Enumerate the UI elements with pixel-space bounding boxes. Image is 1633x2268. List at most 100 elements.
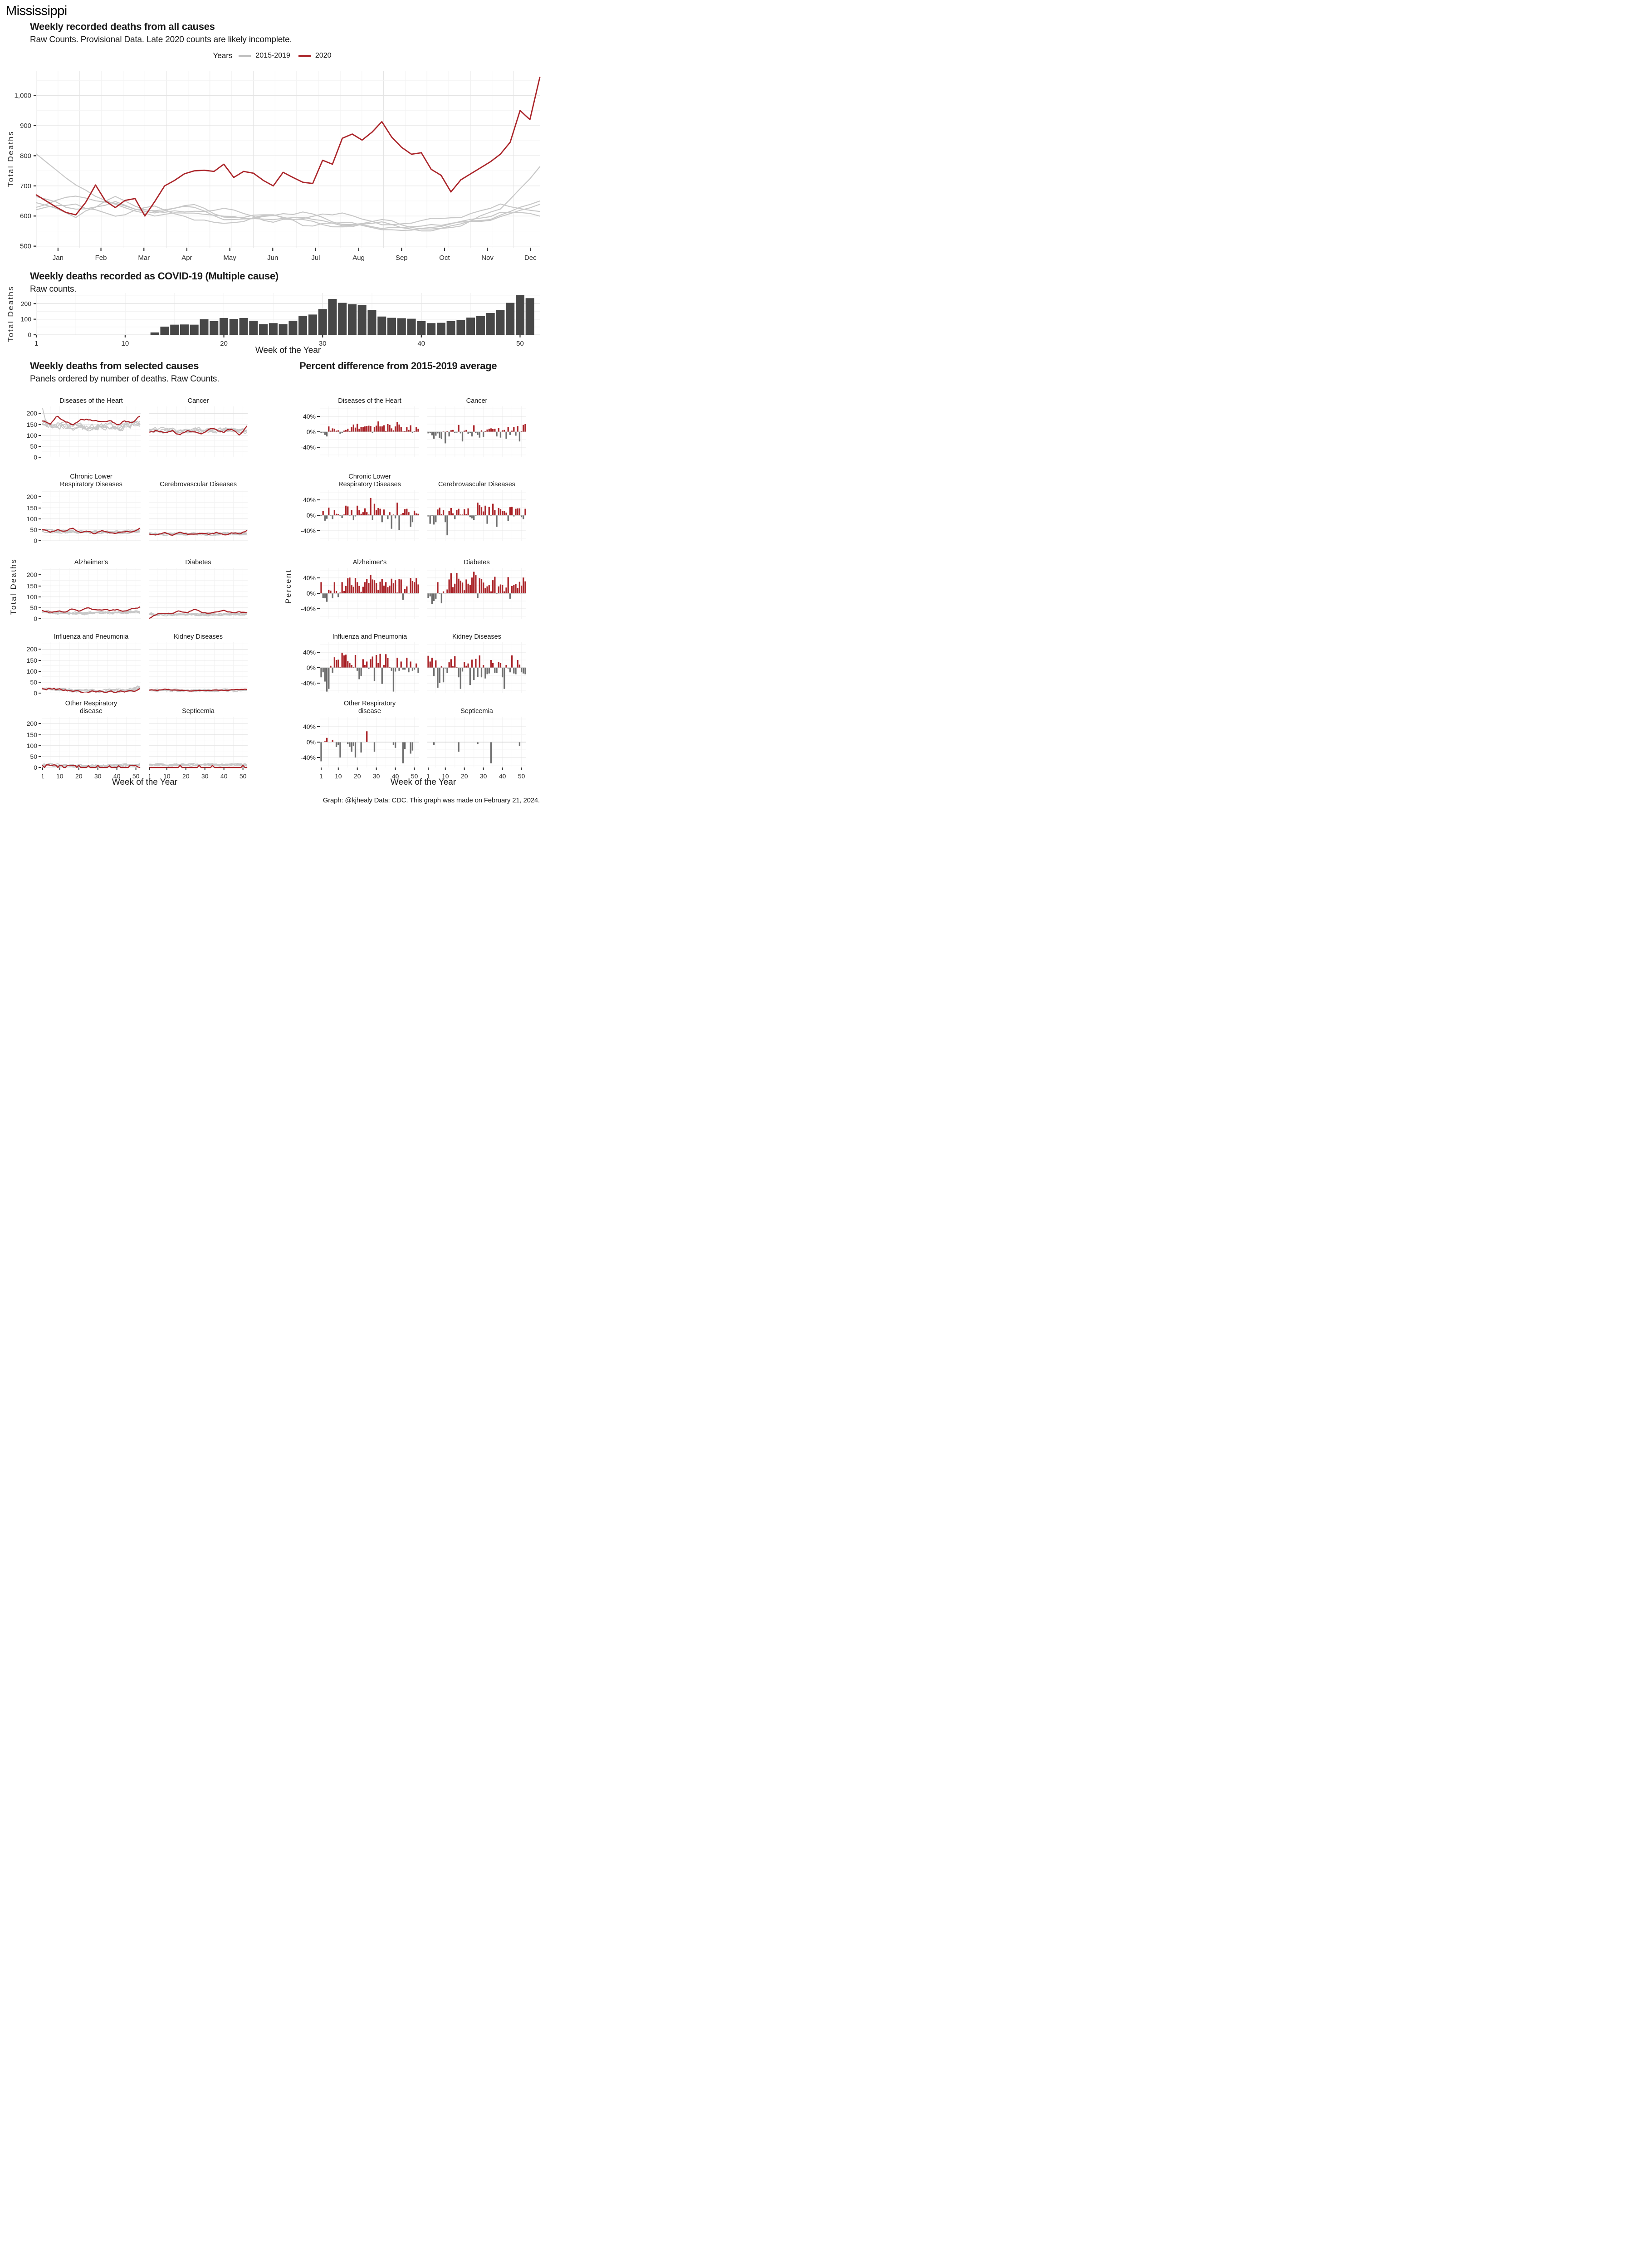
svg-text:Nov: Nov <box>481 254 494 262</box>
count-ytick-mark <box>39 445 41 447</box>
footer-credit: Graph: @kjhealy Data: CDC. This graph wa… <box>323 797 540 804</box>
count-ytick-mark <box>39 607 41 608</box>
count-ytick-label: 0 <box>34 689 37 697</box>
all-causes-title: Weekly recorded deaths from all causes <box>30 21 215 32</box>
pct-panel-title: Diabetes <box>464 558 490 566</box>
pct-panel-10: 1 10 20 30 40 50 <box>427 717 526 783</box>
svg-text:40: 40 <box>417 340 425 347</box>
svg-text:10: 10 <box>122 340 129 347</box>
panel-title: Diseases of the Heart <box>59 397 123 405</box>
pct-panel-1 <box>320 406 419 457</box>
covid-title: Weekly deaths recorded as COVID-19 (Mult… <box>30 270 279 282</box>
count-ytick-mark <box>39 518 41 519</box>
line-panel-6 <box>149 568 248 619</box>
pct-panel-7 <box>320 642 419 693</box>
pct-ytick-mark <box>317 608 320 609</box>
svg-text:10: 10 <box>163 772 171 780</box>
svg-text:1: 1 <box>34 340 38 347</box>
svg-text:30: 30 <box>201 772 209 780</box>
count-ytick-label: 50 <box>30 753 37 760</box>
count-ytick-mark <box>39 618 41 619</box>
svg-text:700: 700 <box>20 182 31 190</box>
pct-panel-title: Cerebrovascular Diseases <box>438 480 516 488</box>
svg-text:1,000: 1,000 <box>14 92 31 99</box>
legend-label-2015-2019: 2015-2019 <box>255 52 290 59</box>
pct-panel-title: Alzheimer's <box>352 558 387 566</box>
count-ytick-mark <box>39 596 41 597</box>
svg-text:50: 50 <box>518 772 525 780</box>
count-ytick-label: 150 <box>26 420 37 428</box>
svg-text:800: 800 <box>20 152 31 160</box>
count-ytick-label: 200 <box>26 410 37 417</box>
pct-panel-4 <box>427 490 526 541</box>
pct-ytick-label: 40% <box>303 649 316 656</box>
pct-panel-8 <box>427 642 526 693</box>
count-ytick-mark <box>39 585 41 587</box>
pct-ytick-mark <box>317 667 320 668</box>
count-ytick-mark <box>39 767 41 768</box>
svg-text:Jun: Jun <box>267 254 278 262</box>
count-ytick-mark <box>39 529 41 530</box>
pct-panel-5 <box>320 568 419 619</box>
count-ytick-label: 0 <box>34 454 37 461</box>
line-panel-7 <box>42 642 141 693</box>
count-ytick-mark <box>39 756 41 757</box>
legend-title: Years <box>213 51 233 60</box>
count-ytick-label: 0 <box>34 615 37 622</box>
line-panel-10: 1 10 20 30 40 50 <box>149 717 248 783</box>
pct-ytick-mark <box>317 682 320 684</box>
svg-text:Jan: Jan <box>53 254 64 262</box>
pct-ytick-mark <box>317 416 320 417</box>
count-ytick-label: 200 <box>26 720 37 728</box>
count-ytick-label: 150 <box>26 731 37 738</box>
panel-title: Septicemia <box>182 707 215 715</box>
svg-text:20: 20 <box>182 772 190 780</box>
svg-text:20: 20 <box>220 340 228 347</box>
svg-text:30: 30 <box>94 772 102 780</box>
panels-left-x-axis-label: Week of the Year <box>112 777 178 787</box>
covid-x-axis-label: Week of the Year <box>255 346 321 355</box>
line-panel-8 <box>149 642 248 693</box>
svg-text:0: 0 <box>28 331 31 338</box>
svg-text:May: May <box>223 254 236 262</box>
selected-causes-title: Weekly deaths from selected causes <box>30 360 199 371</box>
line-panel-2 <box>149 406 248 457</box>
svg-text:20: 20 <box>75 772 83 780</box>
svg-text:1: 1 <box>42 772 44 780</box>
pct-ytick-label: 40% <box>303 413 316 420</box>
svg-text:50: 50 <box>132 772 140 780</box>
pct-ytick-mark <box>317 757 320 758</box>
count-ytick-label: 50 <box>30 526 37 533</box>
pct-ytick-mark <box>317 577 320 579</box>
pct-panel-6 <box>427 568 526 619</box>
all-causes-subtitle: Raw Counts. Provisional Data. Late 2020 … <box>30 35 292 44</box>
count-ytick-mark <box>39 734 41 735</box>
panel-title: Cerebrovascular Diseases <box>159 480 237 488</box>
count-ytick-label: 50 <box>30 678 37 686</box>
panel-title: Diabetes <box>185 558 211 566</box>
pct-panel-title: Diseases of the Heart <box>338 397 401 405</box>
svg-text:30: 30 <box>319 340 327 347</box>
pct-ytick-mark <box>317 515 320 516</box>
svg-text:Apr: Apr <box>181 254 192 262</box>
panel-title: Cancer <box>187 397 209 405</box>
count-ytick-mark <box>39 681 41 683</box>
count-ytick-label: 200 <box>26 645 37 653</box>
svg-text:500: 500 <box>20 243 31 250</box>
svg-text:10: 10 <box>335 772 342 780</box>
svg-text:10: 10 <box>442 772 449 780</box>
count-ytick-label: 50 <box>30 442 37 450</box>
selected-causes-subtitle: Panels ordered by number of deaths. Raw … <box>30 374 220 384</box>
svg-text:40: 40 <box>392 772 399 780</box>
pct-ytick-mark <box>317 446 320 448</box>
pct-panel-3 <box>320 490 419 541</box>
pct-panel-title: Influenza and Pneumonia <box>332 633 407 640</box>
svg-text:Oct: Oct <box>439 254 450 262</box>
pct-ytick-label: 0% <box>306 590 316 597</box>
svg-text:50: 50 <box>516 340 524 347</box>
svg-text:100: 100 <box>21 316 32 323</box>
panel-title: Other Respiratory disease <box>65 700 117 715</box>
svg-text:50: 50 <box>240 772 247 780</box>
pct-ytick-label: -40% <box>301 605 316 612</box>
count-ytick-label: 100 <box>26 667 37 675</box>
